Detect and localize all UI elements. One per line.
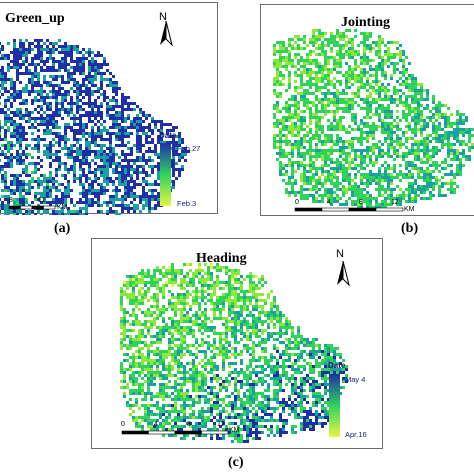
map-panel-heading: Heading N Date May 4 Apr.16 0 4 8 12 KM: [91, 238, 383, 449]
north-label: N: [336, 248, 344, 260]
panel-caption: (c): [228, 455, 244, 470]
legend-title: Date: [328, 361, 346, 370]
legend-color-ramp: [160, 143, 171, 206]
panel-caption: (b): [401, 221, 419, 236]
map-green-up: [0, 20, 190, 215]
scale-bar: [294, 207, 404, 212]
north-label: N: [159, 11, 167, 23]
scale-tick: 0: [121, 421, 125, 428]
scale-tick: 12: [391, 199, 399, 206]
legend-color-ramp: [329, 374, 340, 437]
raster-pixels: [273, 29, 474, 209]
scale-unit: KM: [229, 427, 240, 434]
scale-tick: 4: [327, 199, 331, 206]
panel-title: Green_up: [5, 11, 65, 26]
legend-top-label: Feb.27: [177, 144, 201, 153]
legend-bottom-label: Feb.3: [177, 199, 197, 208]
scale-tick: 8: [9, 197, 13, 204]
scale-tick: 8: [359, 199, 363, 206]
scale-tick: 0: [295, 199, 299, 206]
map-jointing: [273, 29, 474, 212]
scale-bar: [8, 205, 56, 210]
panel-title: Heading: [196, 251, 247, 266]
scale-tick: 4: [154, 421, 158, 428]
panel-title: Jointing: [341, 15, 391, 30]
scale-tick: 8: [187, 421, 191, 428]
legend-top-label: May 4: [345, 375, 366, 384]
north-arrow-icon: [337, 260, 350, 287]
scale-tick: 12: [38, 197, 46, 204]
legend-title: Date: [159, 131, 177, 140]
raster-pixels: [120, 263, 348, 443]
scale-tick: 12: [217, 421, 225, 428]
map-panel-green-up: Green_up N Date Feb.27 Feb.3 8 12 KM: [0, 2, 218, 215]
scale-unit: KM: [404, 206, 415, 213]
north-arrow-icon: [160, 20, 173, 47]
scale-bar: [121, 430, 229, 435]
map-panel-jointing: Jointing 0 4 8 12 KM: [260, 4, 474, 216]
panel-caption: (a): [54, 221, 71, 236]
map-heading: [120, 260, 350, 443]
legend-bottom-label: Apr.16: [345, 430, 367, 439]
scale-unit: KM: [57, 204, 68, 211]
